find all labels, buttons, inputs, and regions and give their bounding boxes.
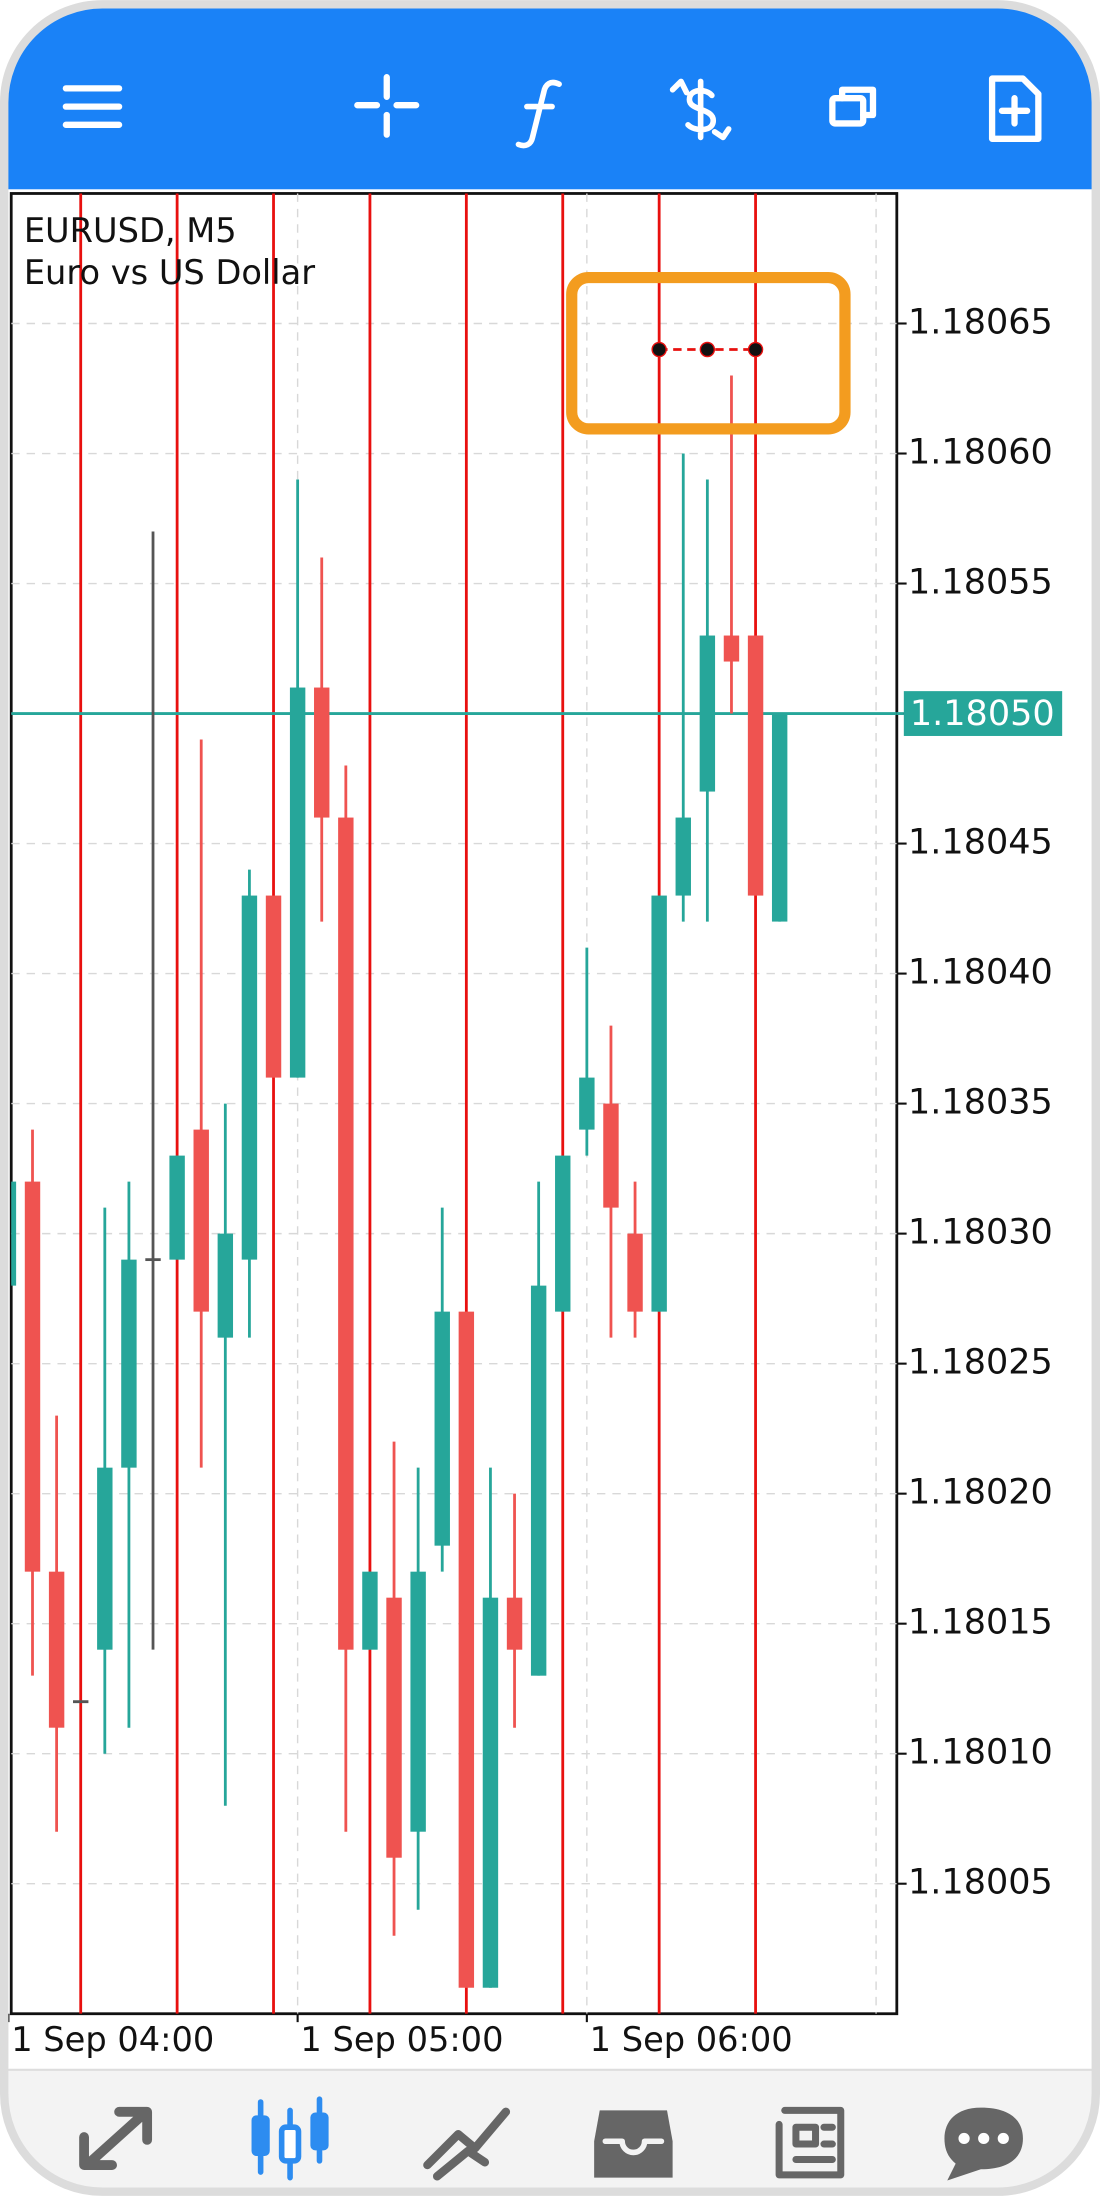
- trade-button[interactable]: [669, 78, 732, 141]
- candle-body: [603, 1103, 619, 1208]
- candle-body: [265, 895, 282, 1078]
- candle-body: [579, 1077, 595, 1130]
- chat-tab[interactable]: [944, 2107, 1023, 2181]
- candle-body: [530, 1285, 547, 1676]
- plot: [11, 193, 897, 2014]
- y-tick-label: 1.18040: [908, 952, 1053, 993]
- marker-point: [699, 341, 716, 358]
- candle-body: [338, 817, 354, 1650]
- candle-body: [555, 1155, 571, 1312]
- candle-body: [675, 817, 691, 896]
- candle-body: [458, 1311, 475, 1988]
- menu-button[interactable]: [62, 85, 123, 128]
- candle-body: [97, 1467, 113, 1650]
- y-tick-label: 1.18020: [908, 1472, 1053, 1513]
- candle-body: [289, 687, 306, 1078]
- candle-body: [771, 713, 788, 922]
- candle-body: [193, 1129, 209, 1312]
- toolbar: [4, 4, 1096, 190]
- windows-button[interactable]: [829, 86, 877, 127]
- candle-body: [241, 895, 258, 1260]
- highlight-box: [566, 271, 851, 435]
- y-tick-label: 1.18010: [908, 1732, 1053, 1773]
- candle-body: [699, 635, 716, 792]
- y-tick-label: 1.18015: [908, 1602, 1053, 1643]
- y-tick-label: 1.18005: [908, 1862, 1053, 1903]
- last-price-label: 1.18050: [910, 693, 1055, 734]
- candle-body: [627, 1233, 643, 1312]
- axes: 1.18005 1.18010 1.18015 1.18020 1.18025 1.180…: [7, 301, 1063, 2059]
- marker-point: [651, 341, 667, 358]
- news-tab[interactable]: [775, 2106, 845, 2179]
- candle-body: [11, 1181, 17, 1286]
- bottom-nav: [4, 2069, 1096, 2192]
- chart-tab[interactable]: [251, 2096, 329, 2181]
- crosshair-button[interactable]: [354, 74, 420, 138]
- candle-body: [217, 1233, 234, 1338]
- y-tick-label: 1.18065: [908, 301, 1053, 342]
- candle-body: [482, 1597, 499, 1988]
- trade-tab[interactable]: [423, 2107, 511, 2181]
- candle-body: [723, 635, 740, 662]
- new-order-button[interactable]: [988, 75, 1042, 142]
- history-tab[interactable]: [594, 2110, 673, 2178]
- candle-body: [506, 1597, 523, 1650]
- x-tick-label: 1 Sep 06:00: [590, 2020, 793, 2059]
- marker-point: [747, 341, 764, 358]
- candle-body: [121, 1259, 137, 1468]
- candle-body: [651, 895, 667, 1312]
- indicators-button[interactable]: [515, 79, 562, 149]
- y-tick-label: 1.18030: [908, 1212, 1053, 1253]
- y-tick-label: 1.18045: [908, 822, 1053, 863]
- y-tick-label: 1.18060: [908, 432, 1053, 473]
- x-tick-label: 1 Sep 04:00: [11, 2020, 214, 2059]
- chart-title: EURUSD, M5: [24, 211, 237, 250]
- x-tick-label: 1 Sep 05:00: [300, 2020, 503, 2059]
- y-tick-label: 1.18055: [908, 562, 1053, 603]
- candle-body: [434, 1311, 450, 1546]
- candle-body: [314, 687, 330, 818]
- candle-body: [48, 1571, 65, 1728]
- last-price-box: [903, 691, 1063, 736]
- chart-subtitle: Euro vs US Dollar: [24, 253, 315, 292]
- y-tick-label: 1.18035: [908, 1082, 1053, 1123]
- candle-body: [169, 1155, 185, 1260]
- candle-body: [362, 1571, 378, 1650]
- candle-body: [410, 1571, 426, 1832]
- quotes-tab[interactable]: [79, 2106, 153, 2170]
- candle-body: [24, 1181, 41, 1572]
- candle-body: [386, 1597, 402, 1858]
- y-tick-label: 1.18025: [908, 1342, 1053, 1383]
- candle-body: [747, 635, 764, 896]
